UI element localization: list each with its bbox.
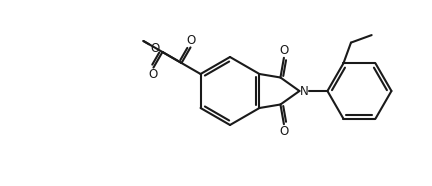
Text: O: O (186, 34, 195, 47)
Text: O: O (150, 42, 159, 55)
Text: O: O (280, 44, 289, 57)
Text: N: N (300, 84, 309, 97)
Text: O: O (280, 125, 289, 138)
Text: O: O (149, 68, 158, 81)
